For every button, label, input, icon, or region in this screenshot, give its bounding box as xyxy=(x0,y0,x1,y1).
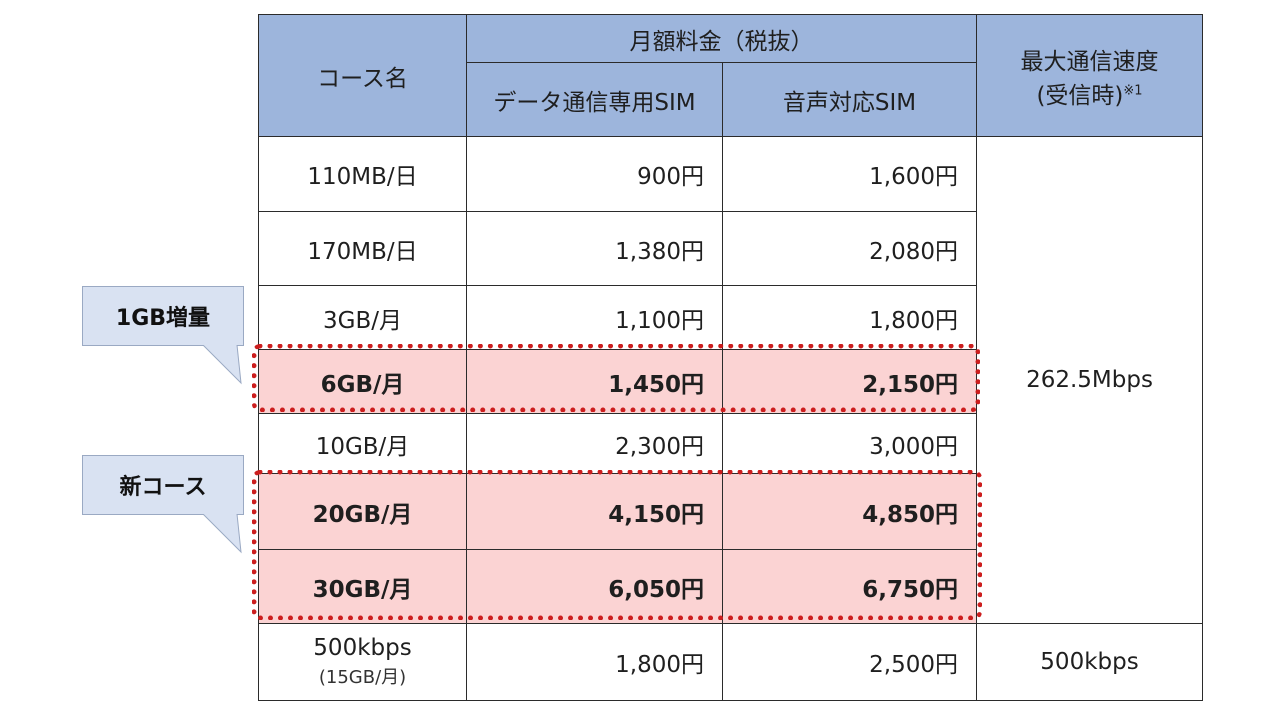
voice-price-cell: 1,600円 xyxy=(722,136,977,212)
voice-price-cell: 2,150円 xyxy=(722,349,977,414)
table-row: 500kbps (15GB/月) 1,800円 2,500円 500kbps xyxy=(258,623,1203,701)
data-price-cell: 6,050円 xyxy=(466,549,723,624)
table-row: 10GB/月 2,300円 3,000円 xyxy=(258,413,1203,474)
data-price-cell: 1,100円 xyxy=(466,285,723,350)
data-price-cell: 1,450円 xyxy=(466,349,723,414)
data-price-cell: 4,150円 xyxy=(466,473,723,550)
header-max-speed: 最大通信速度 (受信時)※1 xyxy=(976,14,1203,137)
table-row-highlighted: 20GB/月 4,150円 4,850円 xyxy=(258,473,1203,550)
course-cell: 170MB/日 xyxy=(258,211,467,286)
course-sub-label: (15GB/月) xyxy=(318,667,407,688)
data-price-cell: 900円 xyxy=(466,136,723,212)
voice-price-cell: 3,000円 xyxy=(722,413,977,474)
course-main-label: 500kbps xyxy=(313,635,412,661)
callout-new-course-label: 新コース xyxy=(119,475,207,500)
course-cell: 500kbps (15GB/月) xyxy=(258,623,467,701)
voice-price-cell: 4,850円 xyxy=(722,473,977,550)
pricing-table: コース名 月額料金（税抜） 最大通信速度 (受信時)※1 データ通信専用SIM … xyxy=(258,14,1203,701)
max-speed-cell: 262.5Mbps xyxy=(976,136,1203,624)
callout-1gb-increase: 1GB増量 xyxy=(82,286,244,385)
header-voice-sim: 音声対応SIM xyxy=(722,62,977,137)
course-cell: 10GB/月 xyxy=(258,413,467,474)
table-row-highlighted: 30GB/月 6,050円 6,750円 xyxy=(258,549,1203,624)
callout-1gb-increase-label: 1GB増量 xyxy=(115,306,211,331)
voice-price-cell: 2,500円 xyxy=(722,623,977,701)
course-cell: 6GB/月 xyxy=(258,349,467,414)
callout-tail-icon xyxy=(203,345,242,385)
course-cell: 110MB/日 xyxy=(258,136,467,212)
voice-price-cell: 1,800円 xyxy=(722,285,977,350)
header-max-speed-note: ※1 xyxy=(1123,82,1143,98)
table-row: 170MB/日 1,380円 2,080円 xyxy=(258,211,1203,286)
course-cell: 3GB/月 xyxy=(258,285,467,350)
voice-price-cell: 2,080円 xyxy=(722,211,977,286)
course-cell: 20GB/月 xyxy=(258,473,467,550)
table-row: 110MB/日 900円 1,600円 262.5Mbps xyxy=(258,136,1203,624)
callout-new-course: 新コース xyxy=(82,455,244,554)
max-speed-cell: 500kbps xyxy=(976,623,1203,701)
header-monthly-fee: 月額料金（税抜） xyxy=(466,14,977,63)
header-data-sim: データ通信専用SIM xyxy=(466,62,723,137)
course-cell: 30GB/月 xyxy=(258,549,467,624)
data-price-cell: 1,380円 xyxy=(466,211,723,286)
voice-price-cell: 6,750円 xyxy=(722,549,977,624)
header-max-speed-line1: 最大通信速度 xyxy=(1020,48,1159,75)
data-price-cell: 2,300円 xyxy=(466,413,723,474)
header-max-speed-line2: (受信時) xyxy=(1036,82,1124,109)
data-price-cell: 1,800円 xyxy=(466,623,723,701)
table-row-highlighted: 6GB/月 1,450円 2,150円 xyxy=(258,349,1203,414)
header-course-name: コース名 xyxy=(258,14,467,137)
callout-tail-icon xyxy=(203,514,242,554)
